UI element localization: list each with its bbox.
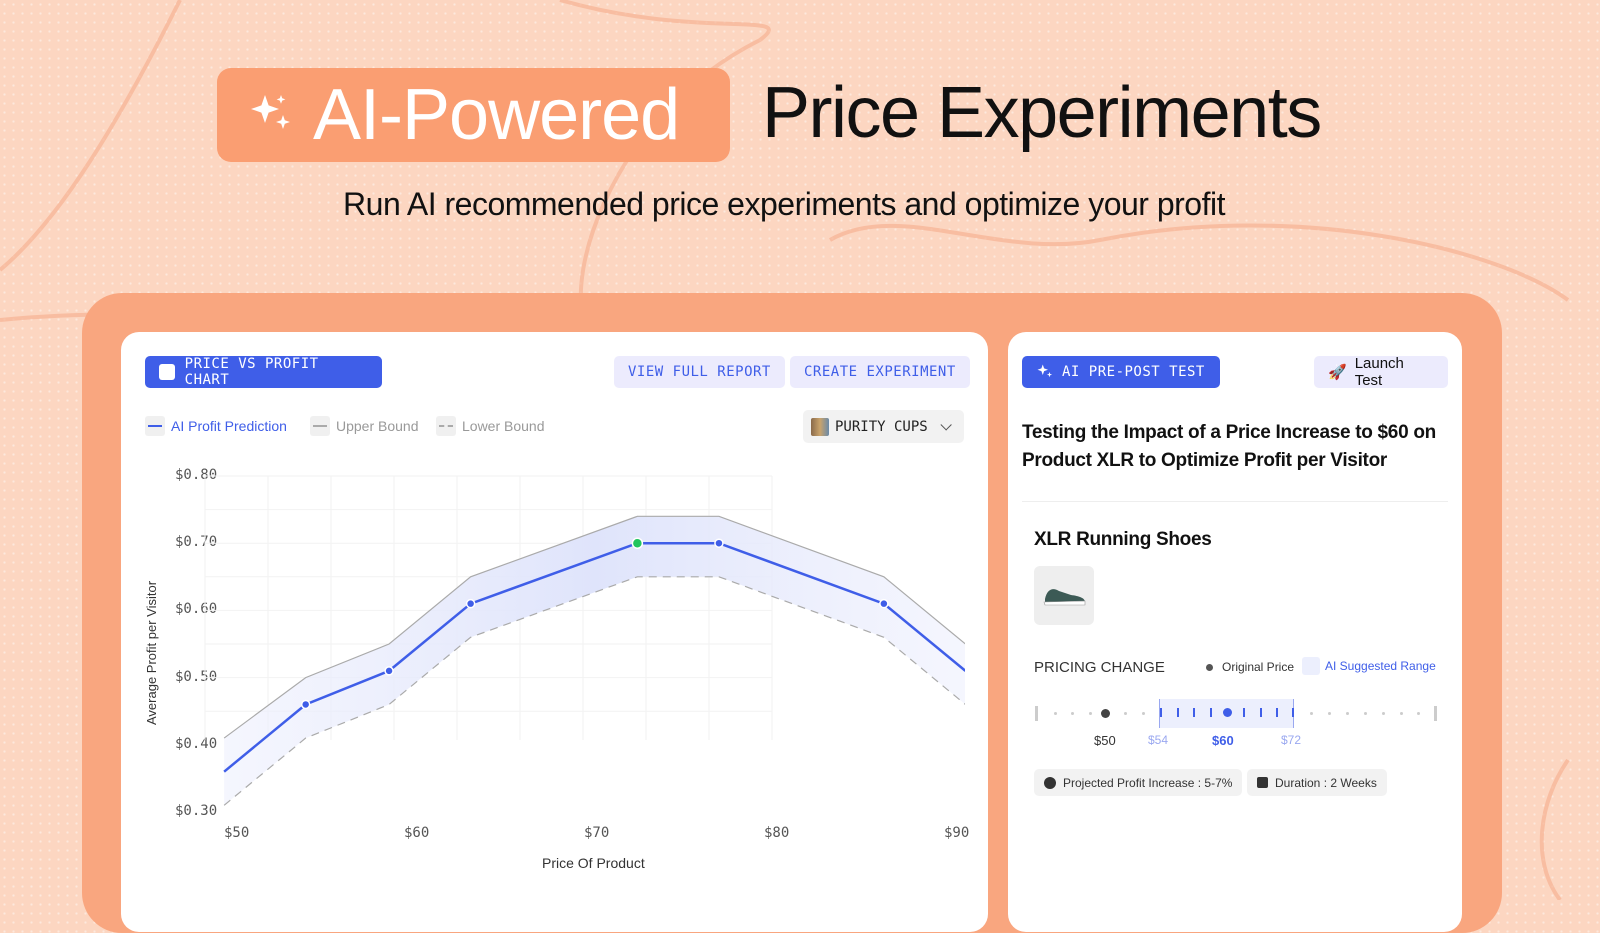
- legend-lower-bound[interactable]: Lower Bound: [436, 416, 545, 436]
- chip-label: Projected Profit Increase : 5-7%: [1063, 775, 1233, 790]
- legend-ai-prediction[interactable]: AI Profit Prediction: [145, 416, 287, 436]
- slider-step: [1054, 712, 1057, 715]
- legend-original-price: Original Price: [1206, 660, 1294, 674]
- legend-label: Lower Bound: [462, 418, 545, 434]
- legend-ai-range: AI Suggested Range: [1302, 657, 1436, 675]
- hero-badge-text: AI-Powered: [313, 75, 680, 155]
- x-tick-label: $50: [224, 825, 250, 841]
- create-experiment-button[interactable]: CREATE EXPERIMENT: [790, 356, 970, 388]
- chip-label: Duration : 2 Weeks: [1275, 775, 1377, 790]
- calendar-icon: [1257, 777, 1268, 788]
- slider-step: [1382, 712, 1385, 715]
- x-tick-label: $80: [764, 825, 790, 841]
- shoe-icon: [1043, 588, 1086, 605]
- slider-tick: [1276, 708, 1278, 717]
- product-thumbnail-icon: [811, 417, 829, 436]
- range-swatch-icon: [1302, 657, 1320, 675]
- slider-step: [1328, 712, 1331, 715]
- chart-button-label: PRICE VS PROFIT CHART: [184, 356, 319, 388]
- ai-pre-post-test-badge[interactable]: AI PRE-POST TEST: [1022, 356, 1220, 388]
- launch-test-button[interactable]: 🚀 Launch Test: [1314, 355, 1448, 389]
- slider-step: [1417, 712, 1420, 715]
- slider-tick: [1243, 708, 1245, 717]
- trend-up-icon: [1044, 776, 1056, 789]
- y-axis-label: Average Profit per Visitor: [144, 580, 159, 725]
- legend-label: AI Profit Prediction: [171, 418, 287, 434]
- pricing-change-label: PRICING CHANGE: [1034, 659, 1165, 676]
- legend-label: AI Suggested Range: [1325, 659, 1436, 673]
- y-tick-label: $0.50: [175, 668, 218, 685]
- pre-post-test-panel: [1008, 332, 1462, 932]
- slider-step: [1400, 712, 1403, 715]
- legend-label: Original Price: [1222, 660, 1295, 674]
- slider-step: [1310, 712, 1313, 715]
- product-image: [1034, 566, 1094, 625]
- slider-step: [1364, 712, 1367, 715]
- product-select[interactable]: PURITY CUPS: [803, 410, 964, 443]
- hero-title: Price Experiments: [762, 73, 1322, 153]
- legend-label: Upper Bound: [336, 418, 419, 434]
- slider-step: [1142, 712, 1145, 715]
- slider-tick: [1193, 708, 1195, 717]
- product-select-value: PURITY CUPS: [835, 418, 928, 435]
- slider-tick: [1177, 708, 1179, 717]
- original-price-label: $50: [1094, 733, 1116, 748]
- range-low-label: $54: [1148, 733, 1169, 747]
- hero-badge: AI-Powered: [217, 68, 730, 162]
- slider-end: [1434, 706, 1437, 721]
- sparkle-icon: [1037, 364, 1053, 378]
- original-price-marker: [1101, 709, 1110, 718]
- x-tick-label: $90: [944, 825, 970, 841]
- y-tick-label: $0.40: [175, 735, 218, 752]
- badge-label: AI PRE-POST TEST: [1062, 364, 1205, 380]
- hero-subtitle: Run AI recommended price experiments and…: [343, 186, 1225, 222]
- launch-label: Launch Test: [1354, 355, 1404, 389]
- y-tick-label: $0.30: [175, 803, 218, 819]
- y-tick-label: $0.70: [175, 534, 218, 551]
- solid-line-icon: [145, 416, 165, 436]
- x-axis-label: Price Of Product: [542, 855, 645, 871]
- slider-step: [1089, 712, 1092, 715]
- slider-step: [1124, 712, 1127, 715]
- slider-tick: [1260, 708, 1262, 717]
- sparkle-icon: [251, 95, 290, 129]
- price-vs-profit-chart-button[interactable]: PRICE VS PROFIT CHART: [145, 356, 382, 388]
- projected-profit-chip: Projected Profit Increase : 5-7%: [1034, 769, 1243, 796]
- slider-end: [1035, 706, 1038, 721]
- slider-tick: [1160, 708, 1162, 717]
- x-tick-label: $70: [584, 825, 610, 841]
- y-tick-label: $0.80: [175, 467, 218, 483]
- x-tick-label: $60: [404, 825, 430, 841]
- slider-tick: [1292, 708, 1294, 717]
- view-full-report-button[interactable]: VIEW FULL REPORT: [614, 356, 785, 388]
- legend-upper-bound[interactable]: Upper Bound: [310, 416, 419, 436]
- slider-step: [1346, 712, 1349, 715]
- solid-line-icon: [310, 416, 330, 436]
- duration-chip: Duration : 2 Weeks: [1247, 769, 1387, 796]
- dot-icon: [1206, 663, 1213, 671]
- range-high-label: $72: [1281, 733, 1302, 747]
- dashed-line-icon: [436, 416, 456, 436]
- suggested-price-handle: [1223, 708, 1232, 717]
- product-name: XLR Running Shoes: [1034, 529, 1212, 550]
- slider-tick: [1210, 708, 1212, 717]
- experiment-headline: Testing the Impact of a Price Increase t…: [1022, 422, 1436, 471]
- y-tick-label: $0.60: [175, 601, 218, 618]
- slider-step: [1071, 712, 1074, 715]
- divider: [1022, 501, 1448, 502]
- suggested-price-label: $60: [1212, 733, 1234, 748]
- chart-icon: [159, 364, 175, 380]
- chevron-down-icon: [940, 418, 952, 431]
- rocket-icon: 🚀: [1328, 364, 1347, 381]
